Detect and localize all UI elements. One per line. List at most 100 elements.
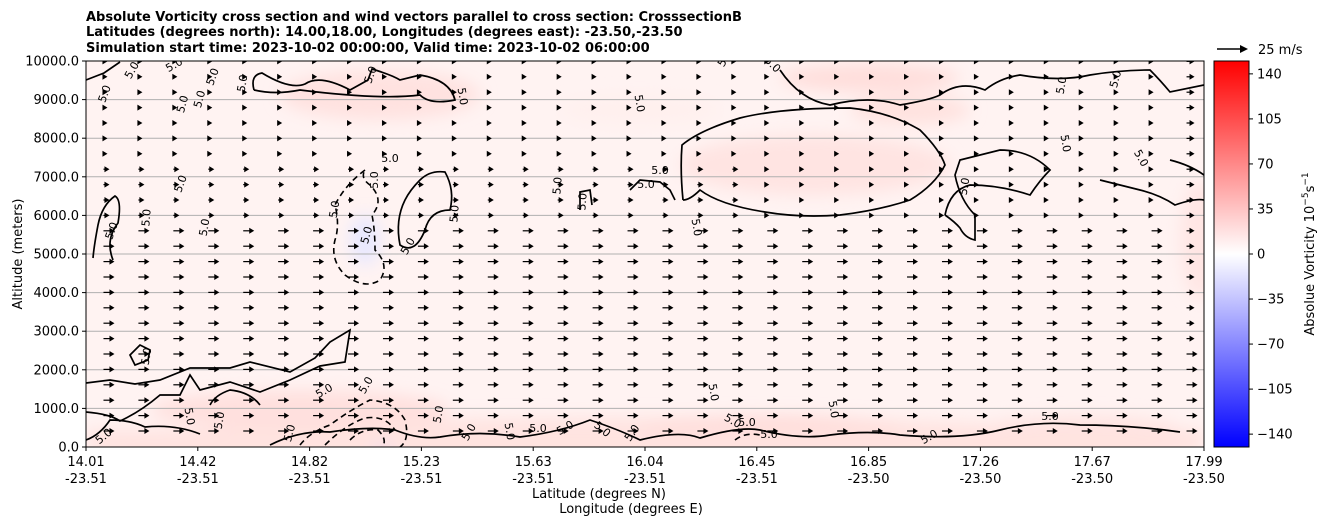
wind-vector [207, 135, 213, 142]
wind-vector [1151, 412, 1163, 419]
wind-vector [556, 104, 562, 111]
wind-vector [627, 366, 639, 373]
contour-dashed [734, 433, 761, 441]
wind-vector [1078, 135, 1084, 142]
wind-vector [1148, 73, 1154, 80]
wind-vector [102, 61, 108, 65]
wind-vector [1009, 43, 1014, 49]
wind-vector [382, 197, 389, 203]
wind-vector [696, 73, 702, 80]
wind-vector [1116, 243, 1128, 250]
wind-vector [173, 243, 185, 250]
wind-vector [243, 412, 255, 419]
wind-vector [382, 335, 394, 342]
wind-vector [1151, 351, 1163, 357]
wind-vector [208, 381, 220, 388]
wind-vector [696, 43, 701, 49]
colorbar-tick-label: 70 [1257, 157, 1274, 172]
contour-solid [680, 107, 946, 217]
wind-vector [102, 73, 108, 80]
wind-vector [732, 412, 744, 419]
wind-vector [173, 227, 185, 234]
wind-vector [242, 89, 248, 96]
wind-vector [731, 73, 737, 80]
wind-vector [487, 428, 499, 434]
wind-vector [872, 366, 884, 373]
wind-vector [487, 397, 499, 404]
wind-vector [278, 351, 290, 357]
wind-vector [1186, 243, 1195, 250]
wind-vector [557, 274, 569, 280]
wind-vector [904, 104, 910, 111]
wind-vector [939, 43, 944, 49]
wind-vector [382, 320, 394, 327]
wind-vector [941, 243, 953, 250]
wind-vector [487, 243, 499, 250]
wind-vector [382, 381, 394, 388]
wind-vector [767, 351, 779, 357]
wind-vector [731, 89, 737, 96]
wind-vector [521, 73, 527, 80]
wind-vector [764, 120, 770, 126]
wind-vector [1151, 304, 1163, 311]
contour-label: 5.0 [529, 422, 547, 435]
wind-vector [732, 181, 739, 188]
x-tick-label-latitude: 16.04 [626, 455, 663, 470]
wind-vector [172, 135, 178, 142]
wind-vector [767, 397, 779, 404]
wind-vector [486, 73, 492, 80]
wind-vector [1116, 428, 1128, 434]
wind-vector [834, 135, 840, 142]
wind-vector [802, 304, 814, 311]
x-tick-label-latitude: 17.99 [1185, 455, 1222, 470]
wind-vector [1151, 274, 1163, 280]
wind-vector [834, 150, 840, 157]
wind-vector [103, 351, 115, 357]
wind-vector [487, 258, 499, 265]
wind-vector [662, 212, 669, 219]
wind-vector [802, 428, 814, 434]
wind-vector [556, 89, 562, 96]
wind-vector [486, 120, 492, 126]
wind-vector [313, 212, 320, 219]
x-tick-label-latitude: 16.45 [738, 455, 775, 470]
wind-vector [451, 150, 457, 157]
wind-vector [1081, 397, 1093, 404]
wind-vector [242, 73, 248, 80]
wind-vector [486, 150, 492, 157]
wind-vector [382, 227, 394, 234]
wind-vector [313, 181, 320, 188]
wind-vector [732, 320, 744, 327]
wind-vector [242, 120, 248, 126]
wind-vector [872, 335, 884, 342]
wind-vector [764, 135, 770, 142]
wind-vector [799, 166, 805, 173]
wind-vector [1151, 428, 1163, 434]
wind-vector [869, 61, 875, 65]
wind-vector [452, 397, 464, 404]
wind-vector [697, 381, 709, 388]
wind-vector [907, 335, 919, 342]
wind-vector [1043, 197, 1049, 203]
contour-solid [779, 69, 1204, 106]
wind-vector [904, 120, 910, 126]
colorbar: 140 105 70 35 0 −35 −70 −105 −140 Absolue Vortic… [1213, 60, 1318, 448]
wind-vector [243, 289, 255, 296]
wind-vector [452, 258, 464, 265]
contour-label: 5.0 [455, 87, 471, 106]
wind-vector [381, 104, 387, 111]
wind-vector [834, 104, 840, 111]
y-axis-label: Altitude (meters) [11, 199, 26, 310]
wind-vector [1186, 289, 1195, 296]
wind-vector [661, 43, 666, 49]
wind-vector [1081, 335, 1093, 342]
wind-vector [313, 351, 325, 357]
contour-label: 5.0 [172, 173, 190, 194]
wind-vector [347, 135, 353, 142]
quiver-key-label: 25 m/s [1258, 43, 1303, 58]
x-tick-label-longitude: -23.51 [624, 472, 666, 487]
wind-vector [973, 73, 979, 80]
wind-vector [1008, 73, 1014, 80]
wind-vector [1186, 412, 1198, 419]
wind-vector [312, 150, 318, 157]
